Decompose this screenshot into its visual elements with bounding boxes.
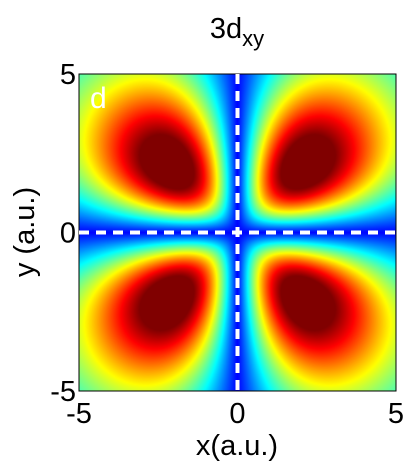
y-axis-label: y (a.u.) bbox=[9, 187, 41, 277]
y-tick-labels: -5 0 5 bbox=[50, 59, 76, 408]
x-tick-label: -5 bbox=[66, 398, 92, 430]
x-tick-label: 5 bbox=[388, 398, 404, 430]
chart-title: 3dxy bbox=[210, 13, 264, 51]
x-tick-labels: -5 0 5 bbox=[66, 398, 404, 430]
y-tick-label: 0 bbox=[60, 218, 76, 250]
panel-label: d bbox=[90, 82, 107, 115]
y-tick-label: 5 bbox=[60, 59, 76, 91]
x-tick-label: 0 bbox=[229, 398, 245, 430]
reference-lines bbox=[79, 74, 396, 391]
y-tick-label: -5 bbox=[50, 376, 76, 408]
x-axis-label: x(a.u.) bbox=[196, 430, 278, 462]
